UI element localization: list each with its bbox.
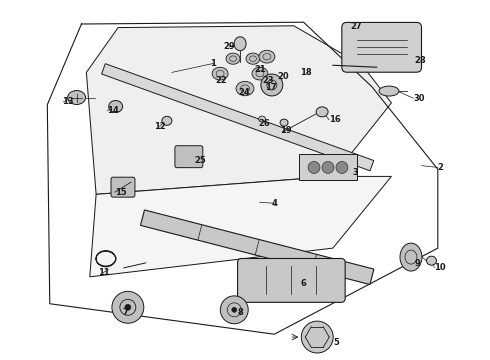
Text: 1: 1: [210, 59, 216, 68]
FancyBboxPatch shape: [175, 146, 203, 168]
Text: 22: 22: [216, 76, 227, 85]
Text: 15: 15: [115, 188, 126, 197]
Circle shape: [220, 296, 248, 324]
Text: 9: 9: [415, 259, 420, 268]
Text: 25: 25: [194, 156, 206, 165]
Text: 14: 14: [107, 106, 119, 115]
Polygon shape: [141, 210, 374, 284]
Text: 30: 30: [414, 94, 425, 103]
Text: 2: 2: [438, 163, 443, 172]
Text: 10: 10: [435, 263, 446, 272]
FancyBboxPatch shape: [342, 22, 421, 72]
Ellipse shape: [109, 100, 122, 112]
Text: 4: 4: [271, 199, 277, 208]
Text: 11: 11: [98, 268, 109, 277]
Ellipse shape: [259, 116, 266, 122]
Text: 27: 27: [350, 22, 362, 31]
Circle shape: [232, 307, 237, 312]
Ellipse shape: [426, 256, 437, 265]
Ellipse shape: [68, 91, 86, 104]
Ellipse shape: [246, 53, 260, 64]
FancyBboxPatch shape: [238, 258, 345, 302]
Text: 13: 13: [62, 97, 74, 106]
Text: 21: 21: [255, 65, 267, 74]
Text: 29: 29: [223, 42, 235, 51]
Ellipse shape: [162, 116, 172, 125]
Text: 20: 20: [277, 72, 289, 81]
Text: 6: 6: [301, 279, 307, 288]
Polygon shape: [101, 64, 374, 171]
Text: 19: 19: [280, 126, 292, 135]
FancyBboxPatch shape: [299, 154, 357, 180]
Text: 17: 17: [266, 83, 277, 92]
Ellipse shape: [226, 53, 240, 64]
Ellipse shape: [259, 50, 275, 63]
Circle shape: [322, 162, 334, 174]
Text: 16: 16: [329, 115, 341, 124]
Ellipse shape: [400, 243, 422, 271]
Circle shape: [112, 291, 144, 323]
Circle shape: [261, 74, 283, 96]
Polygon shape: [90, 176, 392, 277]
Circle shape: [336, 162, 348, 174]
Ellipse shape: [252, 67, 268, 80]
Text: 23: 23: [263, 76, 274, 85]
Ellipse shape: [280, 119, 288, 126]
Circle shape: [301, 321, 333, 353]
Text: 18: 18: [300, 68, 311, 77]
Text: 8: 8: [237, 308, 243, 317]
Ellipse shape: [316, 107, 328, 117]
Circle shape: [125, 304, 131, 310]
FancyBboxPatch shape: [111, 177, 135, 197]
Ellipse shape: [212, 67, 228, 80]
Text: 26: 26: [259, 119, 270, 128]
Circle shape: [308, 162, 320, 174]
Polygon shape: [86, 26, 392, 194]
Ellipse shape: [234, 37, 246, 51]
Text: 12: 12: [154, 122, 166, 131]
Text: 5: 5: [333, 338, 339, 347]
Text: 28: 28: [415, 57, 426, 66]
Text: 7: 7: [122, 308, 128, 317]
Text: 24: 24: [238, 87, 250, 96]
Ellipse shape: [379, 86, 399, 96]
Text: 3: 3: [352, 168, 358, 177]
Ellipse shape: [236, 81, 254, 96]
